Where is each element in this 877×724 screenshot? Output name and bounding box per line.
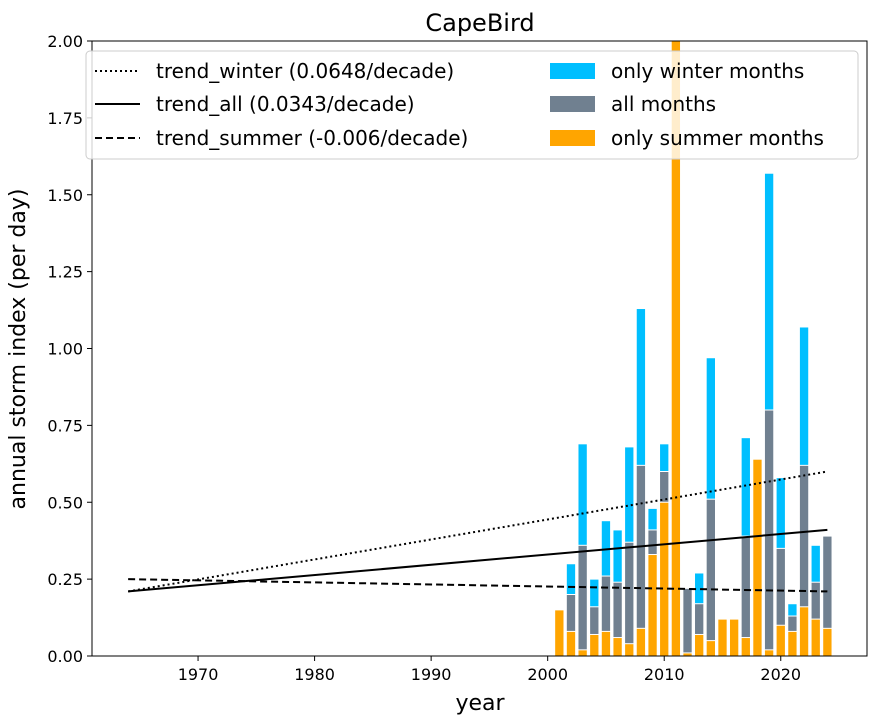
bar-summer-2004 (589, 633, 600, 657)
y-tick-label: 2.00 (47, 32, 83, 51)
bar-summer-2019 (763, 649, 775, 657)
y-tick-label: 1.75 (47, 109, 83, 128)
legend-label-summer: only summer months (611, 126, 824, 150)
bar-all-2003 (577, 544, 588, 657)
bar-summer-2017 (740, 637, 751, 657)
y-tick-label: 1.25 (47, 263, 83, 282)
legend-label-all: all months (611, 92, 716, 116)
bar-summer-2001 (554, 609, 565, 657)
x-axis-label: year (455, 691, 505, 716)
bar-summer-2008 (635, 627, 647, 657)
bar-summer-2014 (705, 640, 716, 657)
legend-label-trend-summer: trend_summer (-0.006/decade) (156, 126, 468, 150)
bar-summer-2023 (810, 618, 821, 657)
chart-title: CapeBird (425, 9, 534, 37)
trend-line-all (128, 528, 828, 593)
y-tick-label: 0.00 (47, 647, 83, 666)
bar-all-2007 (624, 541, 635, 657)
y-axis-label: annual storm index (per day) (6, 189, 31, 510)
bar-all-2012 (682, 587, 693, 657)
bar-summer-2010 (659, 501, 670, 657)
bar-all-2014 (705, 498, 716, 657)
bar-summer-2015 (717, 618, 728, 657)
bar-summer-2003 (577, 649, 588, 657)
y-tick-label: 1.50 (47, 186, 83, 205)
y-tick-label: 1.00 (47, 340, 83, 359)
bar-summer-2007 (624, 643, 635, 657)
trend-line-winter (127, 470, 828, 593)
legend-label-trend-all: trend_all (0.0343/decade) (156, 92, 415, 116)
bar-summer-2024 (822, 627, 833, 657)
x-tick-label: 2000 (527, 665, 568, 684)
bar-summer-2020 (775, 624, 786, 657)
y-tick-label: 0.75 (47, 416, 83, 435)
x-tick-label: 1990 (411, 665, 452, 684)
bar-all-2019 (763, 409, 775, 657)
bar-summer-2016 (728, 618, 740, 657)
bar-summer-2002 (565, 630, 577, 657)
legend-label-trend-winter: trend_winter (0.0648/decade) (156, 59, 454, 83)
bar-summer-2009 (647, 554, 658, 657)
legend-box (85, 50, 859, 160)
x-tick-label: 1970 (178, 665, 219, 684)
legend-label-winter: only winter months (611, 59, 804, 83)
legend-swatch-winter (550, 63, 595, 79)
bar-summer-2022 (798, 606, 810, 657)
bar-summer-2013 (694, 633, 705, 657)
legend-swatch-summer (550, 130, 595, 146)
x-tick-label: 2010 (644, 665, 685, 684)
x-tick-label: 2020 (760, 665, 801, 684)
legend: trend_winter (0.0648/decade) trend_all (0… (85, 50, 859, 160)
bar-summer-2006 (612, 637, 623, 657)
bar-all-2008 (635, 464, 647, 657)
legend-swatch-all (550, 96, 595, 112)
axes-layer: 1970 1980 1990 2000 2010 2020 0.00 0.25 0.50 0.75… (47, 32, 868, 684)
bar-summer-2021 (787, 630, 798, 657)
bar-summer-2018 (752, 458, 763, 657)
trend-line-summer (128, 578, 828, 593)
bar-summer-2005 (600, 630, 612, 657)
y-tick-label: 0.50 (47, 493, 83, 512)
x-tick-label: 1980 (294, 665, 335, 684)
y-tick-label: 0.25 (47, 570, 83, 589)
trend-lines-layer (127, 470, 828, 593)
